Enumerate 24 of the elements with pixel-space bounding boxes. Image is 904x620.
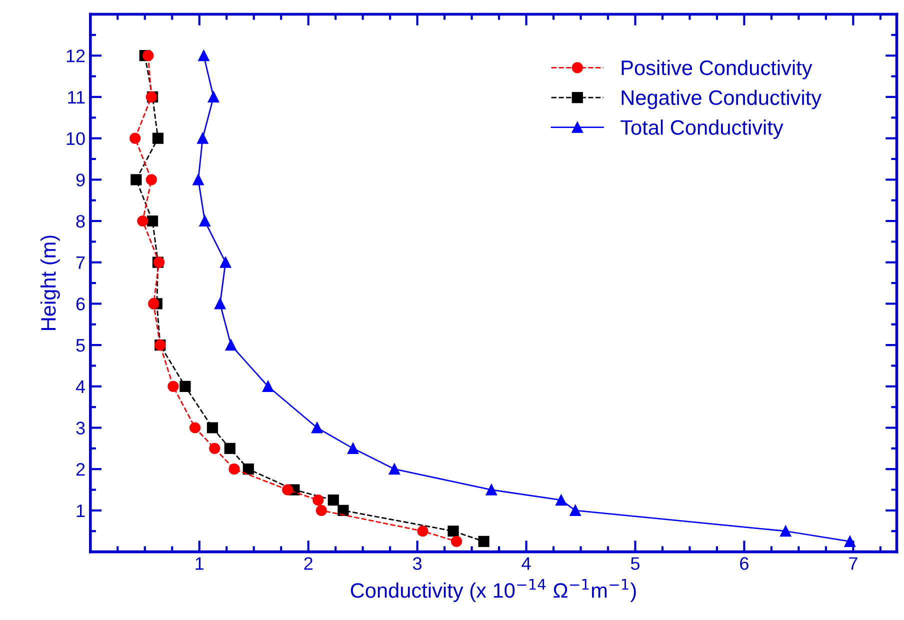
y-tick-label: 3 xyxy=(76,422,85,434)
y-tick-label: 4 xyxy=(76,380,86,393)
y-tick-label: 12 xyxy=(66,50,85,62)
y-tick-label: 1 xyxy=(76,504,85,517)
y-tick-label: 11 xyxy=(68,91,85,104)
y-tick-label: 2 xyxy=(76,463,85,476)
x-tick-label: 3 xyxy=(412,557,422,570)
x-axis-title: Conductivity (x 10$^{−14}$ Ω$^{−1}$m$^{−1}$) xyxy=(350,579,636,602)
y-tick-label: 9 xyxy=(76,174,85,186)
legend-label: Total Conductivity xyxy=(620,120,784,139)
x-tick-label: 7 xyxy=(849,557,858,570)
legend-label: Positive Conductivity xyxy=(622,60,812,80)
legend-label: Negative Conductivity xyxy=(622,90,822,110)
x-tick-label: 6 xyxy=(740,557,748,570)
x-tick-label: 2 xyxy=(304,557,312,570)
x-tick-label: 4 xyxy=(522,557,531,570)
y-tick-label: 7 xyxy=(76,256,85,269)
y-tick-label: 5 xyxy=(76,339,85,352)
y-tick-label: 6 xyxy=(76,298,85,310)
y-tick-label: 8 xyxy=(76,214,85,228)
y-axis-title: Height (m) xyxy=(40,236,60,330)
x-tick-label: 5 xyxy=(630,557,640,570)
x-tick-label: 1 xyxy=(196,557,204,570)
y-tick-label: 10 xyxy=(66,132,85,146)
